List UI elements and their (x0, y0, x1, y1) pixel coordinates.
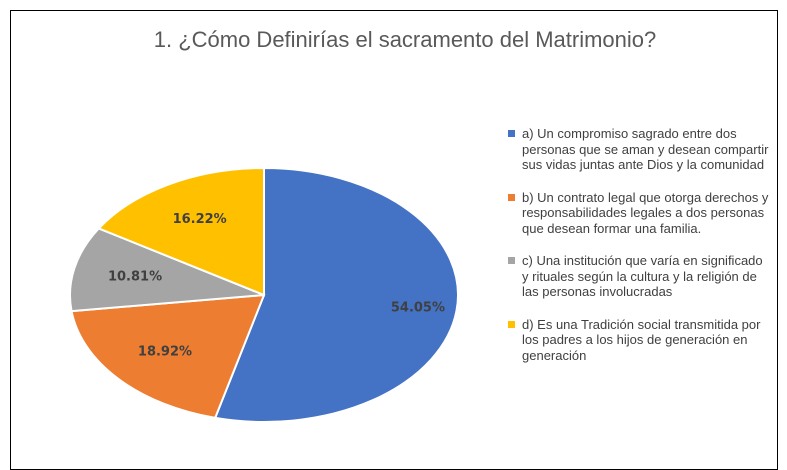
pie-slice (213, 166, 459, 423)
legend-label: a) Un compromiso sagrado entre dos perso… (522, 126, 769, 172)
data-label: 10.81% (108, 269, 162, 284)
legend-item: d) Es una Tradición social transmitida p… (508, 317, 770, 364)
pie-slice (69, 227, 265, 313)
legend-label: d) Es una Tradición social transmitida p… (522, 316, 761, 363)
legend-swatch (508, 320, 515, 328)
data-label: 54.05% (391, 300, 445, 315)
pie-slice (97, 166, 265, 297)
legend-swatch (508, 193, 515, 201)
legend-label: c) Una institución que varía en signific… (522, 253, 763, 299)
legend-item: b) Un contrato legal que otorga derechos… (508, 190, 770, 237)
data-label: 16.22% (173, 212, 227, 227)
page: {"chart_data": {"type": "pie", "title": … (10, 10, 778, 470)
legend: a) Un compromiso sagrado entre dos perso… (508, 126, 770, 380)
pie-slice (70, 293, 266, 420)
data-label: 18.92% (138, 345, 192, 360)
legend-label: b) Un contrato legal que otorga derechos… (522, 189, 769, 236)
legend-item: c) Una institución que varía en signific… (508, 253, 770, 300)
chart-title: 1. ¿Cómo Definirías el sacramento del Ma… (153, 27, 657, 52)
legend-swatch (508, 130, 515, 137)
legend-swatch (508, 257, 515, 264)
legend-item: a) Un compromiso sagrado entre dos perso… (508, 126, 770, 173)
pie-chart: 54.05% 18.92% 10.81% 16.22% (69, 166, 459, 423)
